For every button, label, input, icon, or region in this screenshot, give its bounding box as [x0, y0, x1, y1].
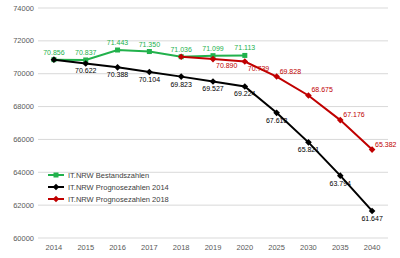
grid-line — [38, 8, 388, 9]
x-tick-label: 2035 — [332, 243, 349, 252]
point-marker — [273, 110, 280, 117]
x-tick-label: 2019 — [205, 243, 222, 252]
data-label: 71.099 — [202, 45, 224, 52]
data-label: 65.821 — [298, 146, 320, 153]
data-labels: 70.856 70.837 71.443 71.350 71.036 71.099 71.1… — [43, 39, 396, 222]
data-label: 69.224 — [234, 90, 256, 97]
y-tick-label: 70000 — [13, 69, 34, 78]
plot-area — [51, 48, 376, 215]
series-line — [54, 60, 372, 211]
point-marker — [369, 208, 376, 215]
point-marker — [242, 53, 247, 58]
data-label: 69.527 — [202, 85, 224, 92]
point-marker — [305, 139, 312, 146]
legend-marker — [53, 196, 60, 203]
grid-line — [38, 106, 388, 107]
y-tick-label: 66000 — [13, 135, 34, 144]
data-label: 69.823 — [170, 81, 192, 88]
y-tick-label: 74000 — [13, 4, 34, 13]
point-marker — [146, 69, 153, 76]
legend-marker — [54, 173, 59, 178]
data-label: 67.618 — [266, 117, 288, 124]
grid-line — [38, 238, 388, 239]
data-label: 71.350 — [139, 41, 161, 48]
point-marker — [82, 60, 89, 67]
point-marker — [178, 53, 185, 60]
point-marker — [51, 56, 58, 63]
x-tick-label: 2040 — [364, 243, 381, 252]
x-tick-label: 2018 — [173, 243, 190, 252]
point-marker — [337, 172, 344, 179]
data-label: 70.739 — [248, 65, 270, 72]
series-line — [181, 57, 372, 150]
x-tick-label: 2020 — [236, 243, 253, 252]
data-label: 71.036 — [170, 46, 192, 53]
y-tick-label: 62000 — [13, 201, 34, 210]
chart: 60000 62000 64000 66000 68000 70000 72000 74000… — [0, 0, 400, 258]
x-tick-label: 2030 — [300, 243, 317, 252]
point-marker — [114, 64, 121, 71]
point-marker — [242, 83, 249, 90]
data-label: 70.388 — [107, 71, 129, 78]
x-tick-label: 2014 — [46, 243, 63, 252]
x-tick-label: 2015 — [77, 243, 94, 252]
data-label: 70.856 — [43, 49, 65, 56]
data-label: 69.828 — [280, 68, 302, 75]
data-label: 67.176 — [343, 111, 365, 118]
data-label: 70.890 — [216, 62, 238, 69]
data-label: 71.443 — [107, 39, 129, 46]
legend: IT.NRW Bestandszahlen IT.NRW Prognosezahl… — [48, 171, 169, 204]
data-label: 70.837 — [75, 49, 97, 56]
data-label: 63.794 — [330, 180, 352, 187]
legend-marker — [53, 184, 60, 191]
y-tick-label: 64000 — [13, 168, 34, 177]
x-tick-label: 2016 — [109, 243, 126, 252]
grid-line — [38, 139, 388, 140]
legend-label: IT.NRW Prognosezahlen 2018 — [68, 195, 169, 204]
point-marker — [178, 73, 185, 80]
data-label: 70.104 — [139, 76, 161, 83]
data-label: 70.622 — [75, 67, 97, 74]
data-label: 71.113 — [234, 44, 255, 51]
point-marker — [179, 54, 184, 59]
data-label: 61.647 — [361, 215, 383, 222]
y-tick-label: 68000 — [13, 102, 34, 111]
legend-label: IT.NRW Prognosezahlen 2014 — [68, 183, 169, 192]
point-marker — [210, 78, 217, 85]
x-tick-label: 2025 — [268, 243, 285, 252]
x-tick-label: 2017 — [141, 243, 158, 252]
legend-label: IT.NRW Bestandszahlen — [68, 171, 149, 180]
y-tick-label: 60000 — [13, 234, 34, 243]
data-label: 68.675 — [311, 86, 333, 93]
grid-line — [38, 40, 388, 41]
data-label: 65.382 — [375, 141, 397, 148]
point-marker — [51, 57, 56, 62]
point-marker — [147, 49, 152, 54]
point-marker — [115, 48, 120, 53]
grid-line — [38, 205, 388, 206]
y-tick-label: 72000 — [13, 36, 34, 45]
